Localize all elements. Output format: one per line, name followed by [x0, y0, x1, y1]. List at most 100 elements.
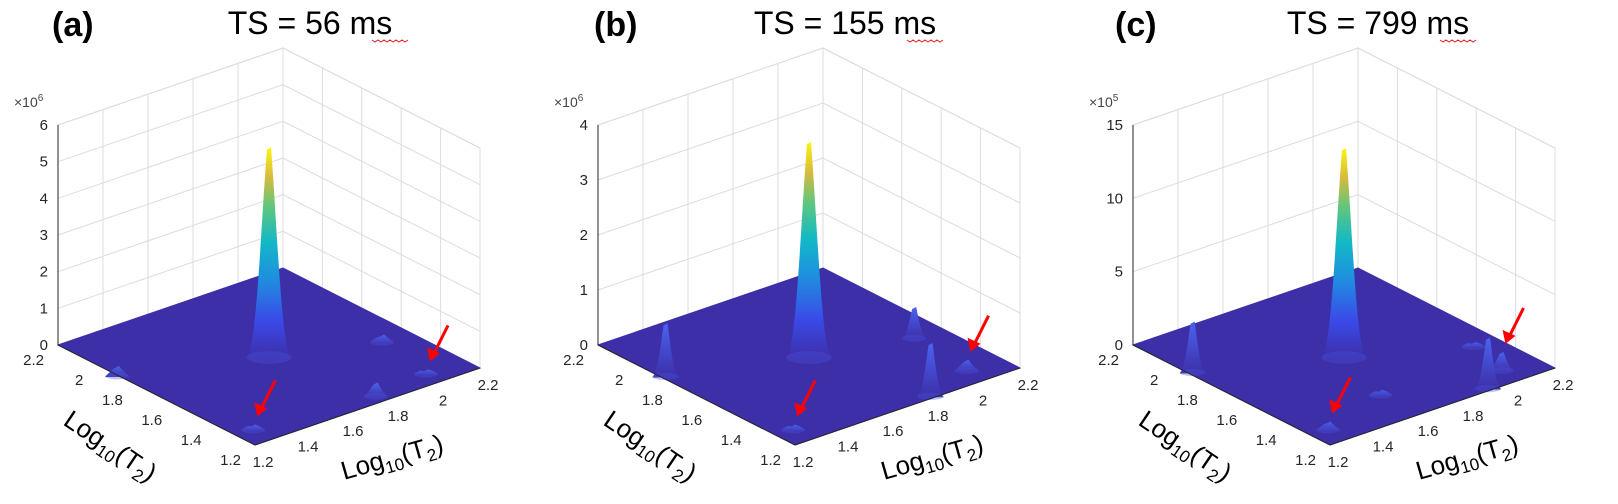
- panel-2: 0 1 2 3 4 ×106 1.2 1.4 1.6 1.8 2 2.2 1.2 1.4 1.6 1.8 2 2.…: [554, 5, 1038, 488]
- y-tick-label: 1.8: [102, 392, 123, 409]
- z-tick-label: 3: [40, 227, 48, 244]
- spellcheck-squiggle: [906, 39, 944, 43]
- z-tick-label: 1: [40, 300, 48, 317]
- x-tick-label: 1.8: [388, 408, 409, 425]
- y-axis: [597, 344, 796, 446]
- z-tick-label: 4: [40, 190, 48, 207]
- y-tick-label: 1.2: [220, 452, 241, 469]
- x-tick-label: 1.8: [928, 408, 949, 425]
- x-tick-label: 1.2: [793, 454, 814, 471]
- x-axis: [1329, 367, 1556, 446]
- peak-base: [954, 367, 979, 374]
- y-tick-label: 1.6: [681, 412, 702, 429]
- z-tick-label: 3: [580, 172, 588, 189]
- y-tick-label: 1.2: [1295, 452, 1316, 469]
- grid-line: [57, 47, 481, 149]
- panel-label: (c): [1115, 6, 1157, 44]
- surface-peak: [786, 142, 832, 359]
- y-tick-label: 1.6: [141, 412, 162, 429]
- peak-base: [1461, 343, 1486, 351]
- peak-base: [652, 372, 679, 381]
- surface-peak: [241, 424, 266, 431]
- z-tick-label: 6: [40, 117, 48, 134]
- grid-line: [1132, 120, 1556, 222]
- red-arrow-head: [794, 402, 808, 417]
- grid-line: [1132, 47, 1556, 149]
- peak-base: [241, 426, 266, 434]
- peak-base: [246, 351, 292, 364]
- z-tick-label: 2: [580, 227, 588, 244]
- x-axis: [794, 367, 1021, 446]
- grid-line: [597, 47, 1021, 149]
- peak-base: [1179, 368, 1206, 377]
- z-exponent: ×106: [554, 93, 584, 110]
- surface-peak: [917, 343, 944, 398]
- panel-label: (a): [52, 6, 94, 44]
- surface-peak: [363, 382, 388, 398]
- y-tick-label: 2: [615, 372, 623, 389]
- grid-line: [1132, 194, 1556, 296]
- red-arrow-shaft: [259, 379, 277, 410]
- red-arrow-head: [427, 347, 440, 362]
- grid-line: [597, 102, 1021, 204]
- x-tick-label: 2.2: [1553, 377, 1574, 394]
- y-axis: [1132, 344, 1331, 446]
- z-tick-label: 1: [580, 282, 588, 299]
- x-tick-label: 2: [439, 392, 447, 409]
- spellcheck-squiggle: [1439, 39, 1477, 43]
- x-tick-label: 1.6: [343, 423, 364, 440]
- red-arrow-shaft: [1508, 307, 1525, 337]
- grid-line: [597, 157, 1021, 259]
- y-axis: [57, 344, 256, 446]
- y-tick-label: 1.6: [1216, 412, 1237, 429]
- z-exponent: ×105: [1089, 93, 1119, 110]
- z-tick-label: 5: [40, 154, 48, 171]
- surface-peak: [781, 424, 806, 431]
- y-tick-label: 2: [1150, 372, 1158, 389]
- z-tick-label: 0: [580, 337, 588, 354]
- x-tick-label: 1.6: [1418, 423, 1439, 440]
- y-tick-label: 1.2: [760, 452, 781, 469]
- x-tick-label: 1.2: [1328, 454, 1349, 471]
- z-tick-label: 4: [580, 117, 588, 134]
- red-arrow-head: [967, 337, 981, 352]
- spellcheck-squiggle: [371, 39, 409, 43]
- red-arrow-shaft: [432, 324, 450, 355]
- surface-peak: [1179, 321, 1206, 374]
- y-tick-label: 1.4: [721, 432, 742, 449]
- peak-base: [1321, 351, 1367, 364]
- surface-peak: [1321, 148, 1367, 359]
- z-tick-label: 15: [1106, 117, 1123, 134]
- surface-peak: [652, 323, 679, 378]
- grid-line: [57, 194, 481, 296]
- red-arrow-shaft: [973, 314, 990, 345]
- z-tick-label: 5: [1115, 264, 1123, 281]
- panel-title: TS = 56 ms: [228, 5, 393, 41]
- surface-peak: [1489, 351, 1514, 372]
- red-arrow-shaft: [1334, 376, 1352, 407]
- surface-peak: [413, 369, 438, 376]
- y-tick-label: 2.2: [1098, 352, 1119, 369]
- surface-peak: [105, 365, 130, 377]
- surface-peak: [370, 334, 395, 344]
- z-tick-label: 0: [40, 337, 48, 354]
- grid-line: [57, 120, 481, 222]
- peak-base: [786, 351, 832, 364]
- peak-base: [1368, 391, 1393, 399]
- peak-base: [1489, 367, 1514, 374]
- x-tick-label: 1.4: [1373, 439, 1394, 456]
- surface-peak: [1461, 342, 1486, 348]
- surface-peak: [902, 306, 927, 340]
- peak-base: [1316, 426, 1341, 434]
- grid-line: [57, 230, 481, 332]
- peak-base: [363, 392, 388, 400]
- peak-base: [917, 392, 944, 400]
- peak-base: [413, 370, 438, 378]
- z-exponent: ×106: [14, 93, 44, 110]
- y-tick-label: 2.2: [23, 352, 44, 369]
- surface-peak: [246, 147, 292, 359]
- peak-base: [105, 372, 130, 380]
- grid-line: [57, 84, 481, 186]
- red-arrow-shaft: [799, 379, 817, 410]
